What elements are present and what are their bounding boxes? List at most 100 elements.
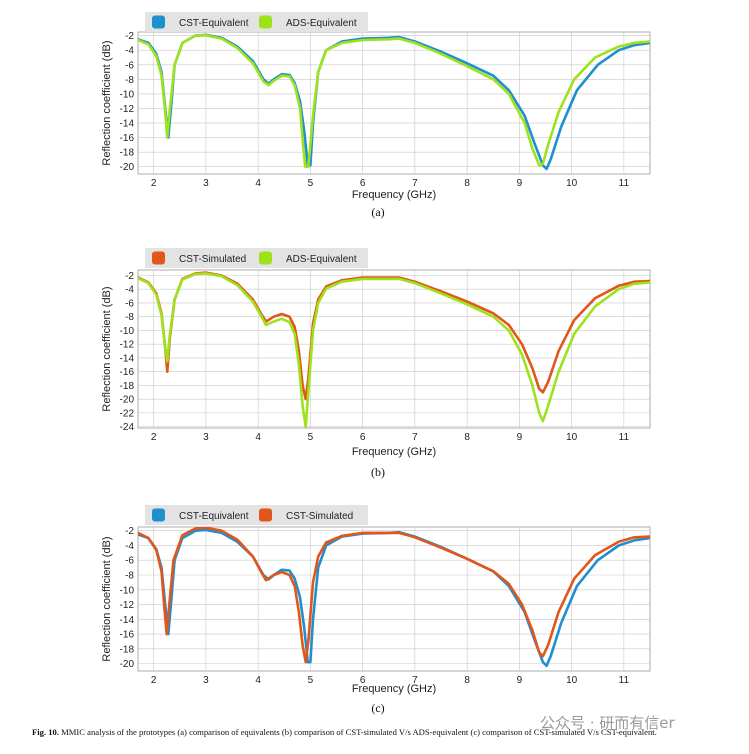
x-tick-label: 9 [517, 432, 523, 443]
x-tick-label: 6 [360, 432, 366, 443]
y-tick-label: -6 [125, 556, 134, 567]
y-tick-label: -18 [120, 148, 135, 159]
x-tick-label: 11 [619, 432, 630, 443]
y-tick-label: -12 [120, 340, 135, 351]
x-tick-label: 2 [151, 675, 157, 686]
y-tick-label: -8 [125, 571, 134, 582]
x-tick-label: 6 [360, 675, 366, 686]
y-tick-label: -14 [120, 353, 135, 364]
legend-swatch [259, 508, 272, 522]
y-tick-label: -20 [120, 162, 135, 173]
legend-entry-label: CST-Simulated [286, 511, 353, 522]
x-tick-label: 3 [203, 675, 209, 686]
legend: CST-Equivalent ADS-Equivalent [145, 12, 368, 32]
series-line-2 [138, 34, 650, 168]
y-tick-label: -12 [120, 104, 135, 115]
x-axis-label: Frequency (GHz) [352, 446, 436, 458]
figure-caption: Fig. 10. MMIC analysis of the prototypes… [32, 727, 732, 737]
x-tick-label: 8 [464, 675, 470, 686]
x-tick-label: 5 [308, 675, 314, 686]
plot-area [137, 526, 651, 672]
x-tick-label: 2 [151, 432, 157, 443]
x-tick-label: 11 [619, 675, 630, 686]
legend-entry-label: CST-Equivalent [179, 18, 249, 29]
x-axis-label: Frequency (GHz) [352, 683, 436, 695]
legend-entry-label: ADS-Equivalent [286, 254, 357, 265]
x-tick-label: 3 [203, 178, 209, 189]
legend-background [145, 248, 368, 268]
plot-area [137, 269, 651, 429]
y-tick-label: -12 [120, 600, 135, 611]
x-tick-label: 7 [412, 675, 418, 686]
x-tick-label: 4 [255, 432, 261, 443]
y-tick-label: -22 [120, 408, 135, 419]
x-tick-label: 8 [464, 178, 470, 189]
x-tick-label: 9 [517, 675, 523, 686]
x-tick-label: 5 [308, 432, 314, 443]
y-tick-label: -2 [125, 271, 134, 282]
y-tick-label: -10 [120, 89, 135, 100]
y-tick-label: -20 [120, 395, 135, 406]
legend-swatch [259, 251, 272, 265]
y-tick-label: -24 [120, 422, 135, 433]
y-axis-label: Reflection coefficient (dB) [101, 286, 113, 411]
y-tick-label: -8 [125, 75, 134, 86]
panel-label: (c) [371, 701, 384, 715]
y-tick-label: -20 [120, 659, 135, 670]
y-tick-label: -14 [120, 615, 135, 626]
x-tick-label: 2 [151, 178, 157, 189]
series-line-2 [138, 272, 650, 428]
y-tick-label: -6 [125, 60, 134, 71]
legend-entry-label: CST-Equivalent [179, 511, 249, 522]
y-tick-label: -10 [120, 326, 135, 337]
x-tick-label: 6 [360, 178, 366, 189]
panel-label: (b) [371, 465, 385, 479]
y-tick-label: -16 [120, 133, 135, 144]
x-tick-label: 5 [308, 178, 314, 189]
x-tick-label: 11 [619, 178, 630, 189]
x-tick-label: 9 [517, 178, 523, 189]
y-tick-label: -14 [120, 119, 135, 130]
chart-panel-2: 2 3 4 5 6 7 8 9 10 11 -2 -4 -6 -8 -10 -12 -14 -16 -18 -20 -2… [101, 248, 651, 479]
y-tick-label: -18 [120, 644, 135, 655]
panel-label: (a) [371, 205, 384, 219]
y-tick-label: -16 [120, 630, 135, 641]
y-tick-label: -2 [125, 31, 134, 42]
y-tick-label: -8 [125, 312, 134, 323]
chart-panel-3: 2 3 4 5 6 7 8 9 10 11 -2 -4 -6 -8 -10 -12 -14 -16 -18 -20 Fr… [101, 505, 651, 715]
plot-area [137, 31, 651, 175]
x-tick-label: 10 [566, 432, 578, 443]
x-axis-label: Frequency (GHz) [352, 189, 436, 201]
x-tick-label: 3 [203, 432, 209, 443]
y-axis-label: Reflection coefficient (dB) [101, 536, 113, 661]
legend-swatch [259, 15, 272, 29]
chart-panel-1: 2 3 4 5 6 7 8 9 10 11 -2 -4 -6 -8 -10 -12 -14 -16 -18 -20 Fr… [101, 12, 651, 219]
x-tick-label: 4 [255, 178, 261, 189]
y-axis-label: Reflection coefficient (dB) [101, 40, 113, 165]
legend: CST-Simulated ADS-Equivalent [145, 248, 368, 268]
y-tick-label: -10 [120, 585, 135, 596]
y-tick-label: -4 [125, 541, 134, 552]
legend-entry-label: ADS-Equivalent [286, 18, 357, 29]
legend-background [145, 12, 368, 32]
legend-swatch [152, 15, 165, 29]
legend-background [145, 505, 368, 525]
watermark-text: 公众号 · 研而有信er [540, 714, 675, 732]
y-tick-label: -16 [120, 367, 135, 378]
legend: CST-Equivalent CST-Simulated [145, 505, 368, 525]
x-tick-label: 10 [566, 675, 578, 686]
x-tick-label: 10 [566, 178, 578, 189]
y-tick-label: -4 [125, 46, 134, 57]
y-tick-label: -2 [125, 526, 134, 537]
legend-entry-label: CST-Simulated [179, 254, 246, 265]
y-tick-label: -18 [120, 381, 135, 392]
caption-text: MMIC analysis of the prototypes (a) comp… [61, 727, 657, 737]
series-line-2 [138, 527, 650, 664]
x-tick-label: 4 [255, 675, 261, 686]
y-tick-label: -6 [125, 298, 134, 309]
x-tick-label: 7 [412, 432, 418, 443]
caption-label: Fig. 10. [32, 727, 59, 737]
x-tick-label: 8 [464, 432, 470, 443]
legend-swatch [152, 508, 165, 522]
